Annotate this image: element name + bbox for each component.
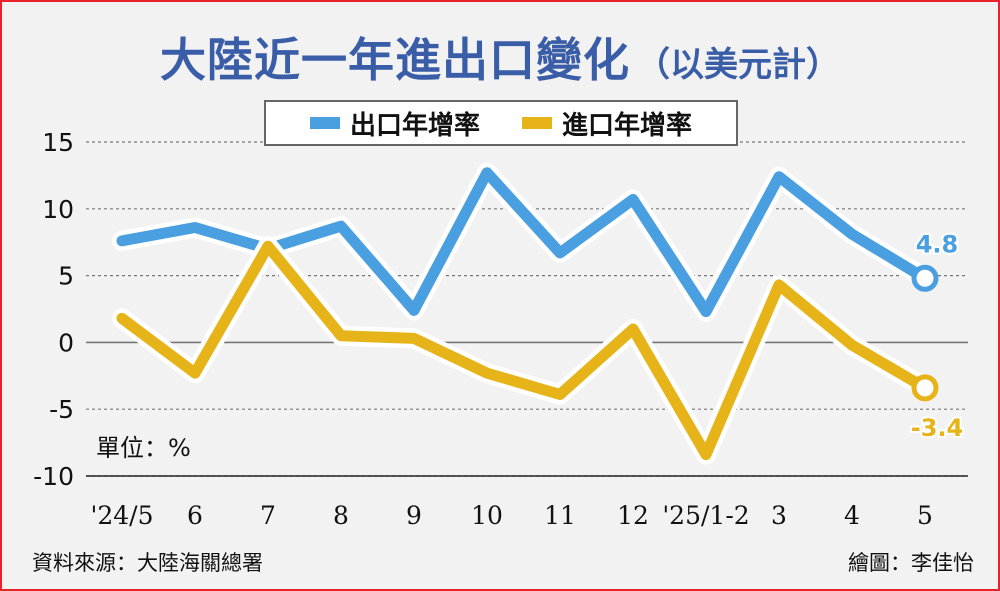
legend-label-export: 出口年增率 — [349, 110, 480, 141]
legend-label-import: 進口年增率 — [562, 110, 693, 141]
x-tick-label: 4 — [844, 501, 860, 530]
y-tick-label: 15 — [42, 128, 74, 157]
end-marker-import — [911, 374, 939, 402]
legend-swatch-import — [522, 117, 552, 129]
chart-title-main: 大陸近一年進出口變化 — [160, 33, 630, 87]
credit-note: 繪圖：李佳怡 — [848, 551, 974, 575]
chart-legend: 出口年增率 進口年增率 — [264, 100, 738, 146]
legend-swatch-export — [309, 117, 340, 129]
x-tick-label: 12 — [617, 501, 649, 530]
source-note: 資料來源：大陸海關總署 — [32, 551, 263, 575]
x-tick-label: 11 — [544, 501, 576, 530]
x-tick-label: 7 — [260, 501, 276, 530]
y-tick-label: -5 — [49, 395, 74, 424]
x-tick-label: 8 — [333, 501, 349, 530]
data-label-export: 4.8 — [916, 230, 959, 258]
series-line-export — [116, 167, 931, 318]
chart-subtitle: （以美元計） — [636, 45, 840, 85]
legend-item-export: 出口年增率 — [309, 105, 480, 142]
y-tick-label: 5 — [58, 262, 74, 291]
chart-title: 大陸近一年進出口變化 （以美元計） — [2, 24, 998, 90]
legend-item-import: 進口年增率 — [522, 105, 692, 142]
x-tick-label: 10 — [471, 501, 503, 530]
end-marker-export — [911, 264, 939, 292]
x-tick-label: 5 — [917, 501, 933, 530]
x-tick-label: 9 — [406, 501, 422, 530]
x-tick-label: 6 — [187, 501, 203, 530]
x-tick-label: '25/1-2 — [662, 501, 749, 530]
series-line-outline — [112, 236, 935, 465]
x-tick-label: 3 — [771, 501, 787, 530]
x-tick-label: '24/5 — [90, 501, 153, 530]
y-tick-label: 10 — [42, 195, 74, 224]
data-label-import: -3.4 — [911, 414, 963, 442]
unit-label: 單位：% — [96, 434, 191, 462]
y-tick-label: 0 — [58, 328, 74, 357]
series-line-import — [116, 240, 931, 461]
y-tick-label: -10 — [33, 462, 74, 491]
